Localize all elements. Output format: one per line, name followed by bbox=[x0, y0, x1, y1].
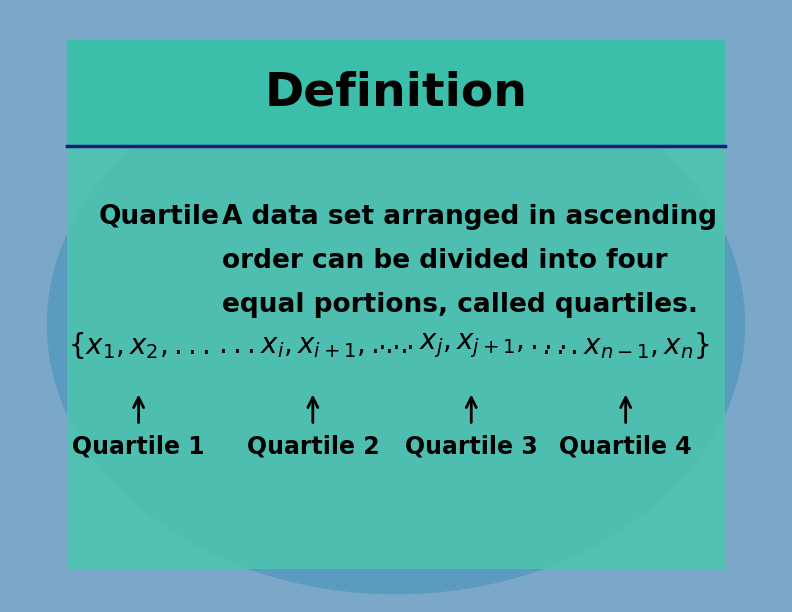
Bar bbox=[67, 40, 725, 146]
Text: Quartile: Quartile bbox=[99, 204, 220, 230]
Text: Quartile 3: Quartile 3 bbox=[405, 435, 538, 459]
Text: $...x_{n-1},x_n\}$: $...x_{n-1},x_n\}$ bbox=[542, 330, 710, 361]
Text: Definition: Definition bbox=[265, 70, 527, 115]
Text: Quartile 1: Quartile 1 bbox=[72, 435, 205, 459]
Bar bbox=[67, 40, 725, 569]
Text: Quartile 2: Quartile 2 bbox=[246, 435, 379, 459]
Text: Quartile 4: Quartile 4 bbox=[559, 435, 692, 459]
Text: order can be divided into four: order can be divided into four bbox=[222, 248, 667, 274]
Text: $\{x_1,x_2,...$: $\{x_1,x_2,...$ bbox=[68, 330, 209, 361]
Text: $...x_i,x_{i+1},...$: $...x_i,x_{i+1},...$ bbox=[219, 332, 407, 360]
Text: equal portions, called quartiles.: equal portions, called quartiles. bbox=[222, 292, 698, 318]
Circle shape bbox=[48, 55, 744, 594]
Text: A data set arranged in ascending: A data set arranged in ascending bbox=[222, 204, 717, 230]
Text: $...x_j,x_{j+1},...$: $...x_j,x_{j+1},...$ bbox=[377, 332, 565, 360]
